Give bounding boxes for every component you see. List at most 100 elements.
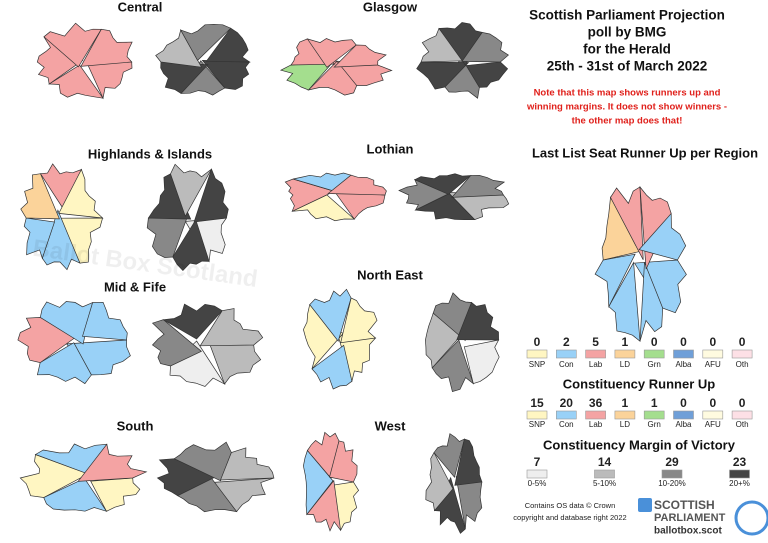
region-name: Highlands & Islands (88, 146, 212, 161)
constituency (306, 479, 341, 532)
constituency (337, 334, 377, 383)
constituency (146, 214, 189, 258)
constituency (201, 60, 251, 90)
constituency (329, 440, 358, 483)
count: 7 (534, 455, 541, 469)
logo-text: PARLIAMENT (654, 512, 726, 524)
legends: 0 SNP 2 Con 5 Lab 1 LD 0 Grn 0 Alba 0 AFU 0 Oth 15 SNP 20 C… (526, 335, 753, 488)
party-label: LD (620, 420, 630, 429)
swatch (643, 410, 665, 420)
constituency (416, 61, 470, 90)
party-label: Grn (648, 360, 661, 369)
count: 0 (709, 396, 716, 410)
constituency (172, 218, 210, 272)
party-label: Con (559, 420, 574, 429)
constituency (433, 476, 466, 534)
constituency (461, 32, 509, 63)
constituency (447, 191, 510, 221)
count: 0 (680, 335, 687, 349)
party-label: Grn (648, 420, 661, 429)
constituency (58, 217, 104, 264)
constituency (207, 338, 262, 385)
constituency (306, 38, 357, 68)
count: 1 (651, 396, 658, 410)
constituency (23, 217, 55, 260)
constituency (438, 22, 483, 66)
swatch (702, 410, 724, 420)
swatch (731, 410, 753, 420)
constituency (77, 443, 148, 482)
count: 1 (622, 335, 629, 349)
logo-ring (734, 500, 768, 536)
party-label: Lab (589, 360, 603, 369)
constituency (638, 212, 687, 261)
constituency (420, 27, 465, 63)
swatch (555, 410, 577, 420)
party-label: AFU (705, 420, 721, 429)
constituency (82, 301, 128, 341)
constituency (334, 191, 386, 220)
title: 25th - 31st of March 2022 (547, 59, 708, 74)
constituency (333, 44, 387, 68)
constituency (20, 173, 60, 220)
constituency (292, 194, 356, 222)
count: 0 (739, 396, 746, 410)
party-label: SNP (529, 420, 545, 429)
title: poll by BMG (588, 25, 667, 40)
constituency (303, 449, 334, 516)
constituency (58, 168, 104, 219)
party-label: Lab (589, 420, 603, 429)
section-title: Last List Seat Runner Up per Region (532, 145, 758, 160)
count: 20 (560, 396, 574, 410)
constituency (327, 174, 387, 196)
constituency (608, 261, 641, 342)
count: 0 (651, 335, 658, 349)
logo-url: ballotbox.scot (654, 526, 722, 537)
constituency (398, 179, 450, 211)
count: 2 (563, 335, 570, 349)
region-name: North East (357, 267, 423, 282)
count: 15 (530, 396, 544, 410)
constituency (39, 163, 83, 213)
swatch (673, 410, 694, 420)
constituency (431, 339, 474, 393)
party-label: 5-10% (593, 479, 616, 488)
constituency (455, 476, 483, 530)
count: 0 (534, 335, 541, 349)
section-title: Constituency Margin of Victory (543, 437, 736, 452)
constituency (179, 23, 232, 61)
title: for the Herald (583, 42, 671, 57)
constituency (155, 29, 203, 68)
constituency (193, 168, 229, 223)
constituency (85, 59, 133, 100)
count: 29 (665, 455, 679, 469)
count: 0 (739, 335, 746, 349)
constituency (601, 196, 644, 261)
note: the other map does that! (572, 116, 683, 127)
constituency (444, 56, 480, 99)
region-name: West (375, 418, 406, 433)
swatch (614, 349, 636, 359)
region-name: Lothian (367, 141, 414, 156)
constituency (463, 61, 509, 88)
region-name: Central (118, 0, 163, 14)
constituency (169, 340, 226, 387)
party-label: 10-20% (658, 479, 686, 488)
credit: Contains OS data © Crown (525, 501, 616, 510)
party-label: Oth (736, 360, 749, 369)
constituency (414, 193, 476, 221)
count: 5 (592, 335, 599, 349)
constituency (433, 433, 465, 478)
constituency (162, 303, 223, 340)
swatch (594, 469, 615, 479)
region-name: Mid & Fife (104, 279, 166, 294)
constituency (147, 173, 192, 220)
logo-icon (638, 498, 652, 512)
constituency (307, 60, 358, 96)
swatch (585, 349, 606, 359)
section-title: Constituency Runner Up (563, 376, 715, 391)
constituency (219, 447, 275, 481)
region-name: South (117, 418, 154, 433)
constituency (199, 308, 264, 347)
count: 1 (622, 396, 629, 410)
